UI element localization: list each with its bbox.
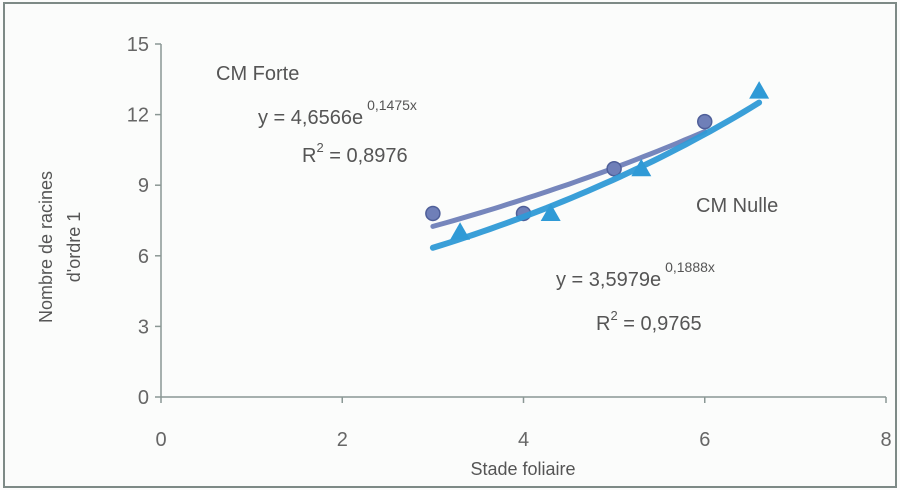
x-axis-label: Stade foliaire bbox=[470, 459, 575, 479]
equation-cm-forte-base: y = 4,6566e bbox=[258, 107, 363, 129]
x-tick-label: 6 bbox=[699, 429, 710, 451]
series-cm-nulle bbox=[429, 81, 770, 251]
r2-cm-forte: R2 = 0,8976 bbox=[302, 140, 408, 167]
equation-cm-forte: y = 4,6566e0,1475x bbox=[258, 97, 417, 129]
series-layer bbox=[425, 81, 770, 251]
y-axis-label-line-1: Nombre de racines bbox=[36, 171, 56, 323]
data-point bbox=[606, 160, 622, 177]
series-label-cm-nulle: CM Nulle bbox=[696, 195, 778, 217]
axes bbox=[155, 43, 887, 403]
y-tick-label: 6 bbox=[138, 246, 149, 268]
data-point bbox=[749, 81, 770, 99]
data-point bbox=[425, 205, 441, 222]
r2-cm-forte-value: = 0,8976 bbox=[324, 145, 408, 167]
y-tick-label: 12 bbox=[127, 105, 149, 127]
outer-border bbox=[3, 2, 897, 488]
r2-cm-forte-superscript: 2 bbox=[316, 140, 323, 155]
equation-cm-nulle-exponent: 0,1888x bbox=[665, 259, 715, 275]
data-point bbox=[631, 158, 652, 177]
r2-cm-nulle: R2 = 0,9765 bbox=[596, 308, 702, 335]
y-tick-label: 9 bbox=[138, 175, 149, 197]
series-label-cm-forte: CM Forte bbox=[216, 63, 299, 85]
r2-cm-nulle-superscript: 2 bbox=[610, 308, 617, 323]
x-tick-label: 0 bbox=[155, 429, 166, 451]
r2-cm-forte-r: R bbox=[302, 145, 316, 167]
r2-cm-nulle-value: = 0,9765 bbox=[618, 313, 702, 335]
equation-cm-forte-exponent: 0,1475x bbox=[367, 97, 417, 113]
equation-cm-nulle: y = 3,5979e0,1888x bbox=[556, 259, 715, 291]
data-point bbox=[697, 113, 713, 130]
trendline bbox=[430, 129, 708, 229]
tick-labels: 0 2 4 6 8 0 3 6 9 12 15 bbox=[127, 34, 892, 451]
x-tick-label: 8 bbox=[880, 429, 891, 451]
data-point bbox=[540, 203, 561, 221]
x-tick-label: 4 bbox=[518, 429, 529, 451]
trendline bbox=[429, 99, 763, 251]
y-axis-label-line-2: d'ordre 1 bbox=[64, 212, 84, 282]
r2-cm-nulle-r: R bbox=[596, 313, 610, 335]
y-tick-label: 3 bbox=[138, 316, 149, 338]
data-point bbox=[450, 222, 471, 240]
x-tick-label: 2 bbox=[337, 429, 348, 451]
y-tick-label: 0 bbox=[138, 387, 149, 409]
equation-cm-nulle-base: y = 3,5979e bbox=[556, 269, 661, 291]
y-tick-label: 15 bbox=[127, 34, 149, 56]
